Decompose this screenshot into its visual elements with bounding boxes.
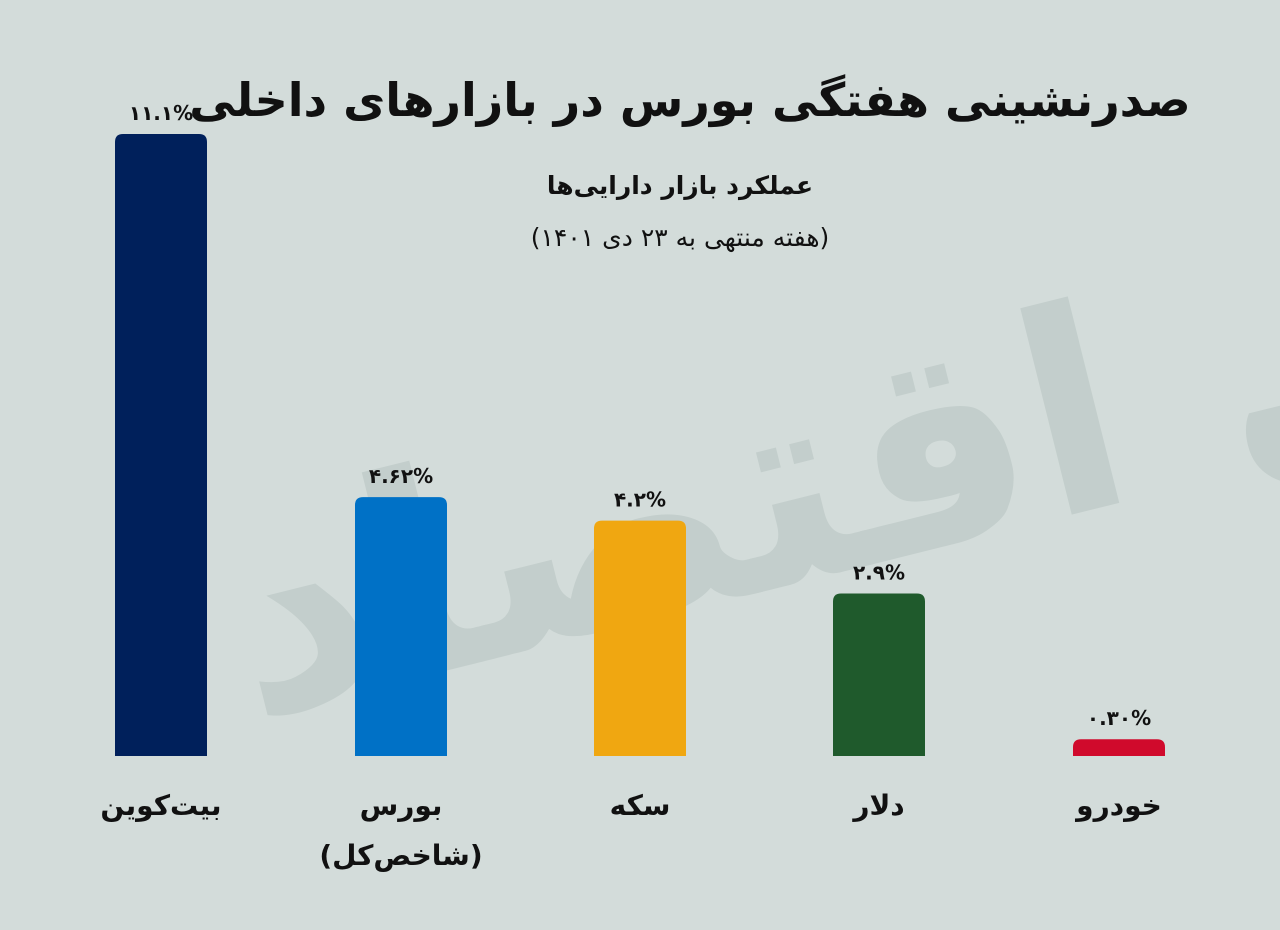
category-label: سکه [610,789,671,822]
category-label: خودرو [1074,789,1162,822]
bar-value-label: ۰.۳۰% [1087,706,1151,730]
chart-subtitle: عملکرد بازار دارایی‌ها [546,171,814,200]
bar-value-label: ۴.۲% [614,488,666,512]
bar-4 [1073,739,1165,756]
category-label: بیت‌کوین [100,789,221,822]
bar-value-label: ۱۱.۱% [129,101,193,125]
bar-value-label: ۲.۹% [853,560,905,584]
bar-2 [594,520,686,756]
bar-0 [115,134,207,756]
category-label: (شاخص‌کل) [319,839,482,872]
bar-1 [355,497,447,756]
category-label: بورس [360,789,443,822]
chart-title: صدرنشینی هفتگی بورس در بازارهای داخلی [189,73,1191,127]
bar-3 [833,593,925,756]
category-label: دلار [851,789,904,822]
chart-date-range: (هفته منتهی به ۲۳ دی ۱۴۰۱) [530,223,830,252]
bar-value-label: ۴.۶۲% [369,464,433,488]
